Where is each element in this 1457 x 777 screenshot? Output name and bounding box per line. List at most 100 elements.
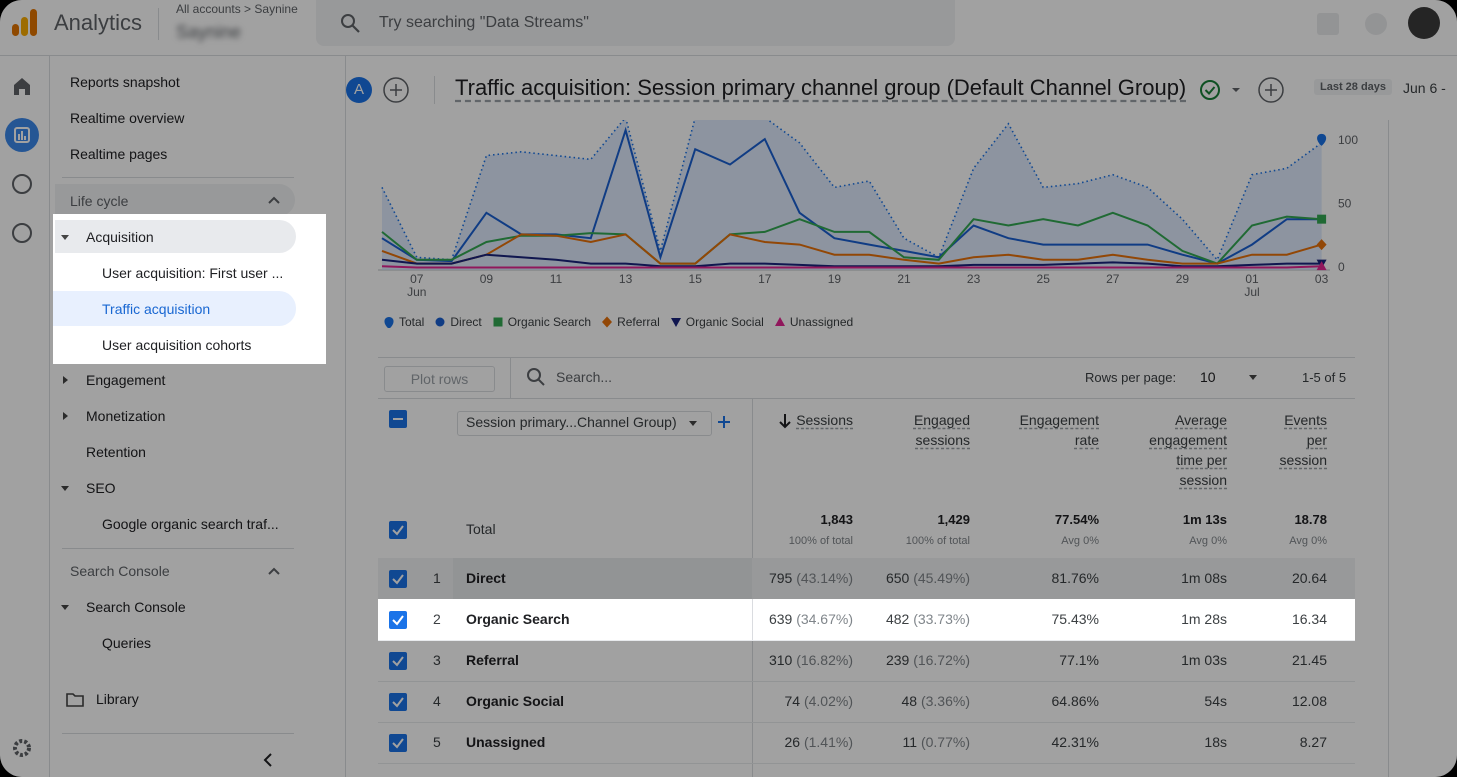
column-header[interactable]: Sessions bbox=[796, 412, 853, 428]
rows-per-page[interactable]: 10 bbox=[1200, 369, 1216, 385]
row-checkbox[interactable] bbox=[389, 570, 407, 588]
column-divider bbox=[752, 599, 753, 640]
group-name[interactable]: Search Console bbox=[86, 599, 186, 615]
group-name[interactable]: Engagement bbox=[86, 372, 166, 388]
expand-arrow[interactable] bbox=[61, 235, 69, 240]
account-avatar[interactable] bbox=[1408, 7, 1440, 39]
column-header[interactable]: Engaged sessions bbox=[913, 412, 970, 448]
nav-item[interactable]: Reports snapshot bbox=[70, 74, 180, 90]
cell-value: 1m 03s bbox=[1181, 652, 1227, 668]
total-note: 100% of total bbox=[788, 535, 853, 547]
expand-arrow[interactable] bbox=[61, 486, 69, 491]
group-name[interactable]: Monetization bbox=[86, 408, 166, 424]
dropdown-arrow[interactable] bbox=[1249, 375, 1257, 380]
nav-item[interactable]: User acquisition cohorts bbox=[102, 337, 252, 353]
expand-arrow[interactable] bbox=[63, 412, 68, 420]
date-label[interactable]: Last 28 days bbox=[1314, 79, 1393, 95]
row-checkbox[interactable] bbox=[389, 521, 407, 539]
add-dimension[interactable] bbox=[716, 414, 732, 430]
dimension-cell-bg bbox=[453, 558, 752, 599]
search-box[interactable] bbox=[316, 0, 955, 46]
sort-arrow[interactable] bbox=[778, 413, 792, 429]
search-placeholder[interactable]: Try searching "Data Streams" bbox=[379, 14, 589, 31]
nav-item[interactable]: Queries bbox=[102, 635, 152, 651]
row-name: Organic Social bbox=[466, 693, 565, 709]
collapse-sidebar[interactable] bbox=[262, 752, 274, 768]
advertising-icon[interactable] bbox=[12, 223, 32, 243]
row-rank: 4 bbox=[433, 693, 441, 709]
row-rank: 1 bbox=[433, 570, 441, 586]
table-row[interactable]: 4 Organic Social 74 (4.02%) 48 (3.36%) 64.86… bbox=[378, 681, 1355, 723]
table-row[interactable]: 3 Referral 310 (16.82%) 239 (16.72%) 77.1% 1m… bbox=[378, 640, 1355, 682]
table-row[interactable]: 2 Organic Search 639 (34.67%) 482 (33.73%) 7… bbox=[378, 599, 1355, 641]
y-tick-label: 50 bbox=[1338, 197, 1352, 211]
search-icon bbox=[341, 14, 360, 33]
dropdown-arrow[interactable] bbox=[689, 421, 697, 426]
row-checkbox[interactable] bbox=[389, 734, 407, 752]
legend-label[interactable]: Total bbox=[399, 315, 425, 329]
expand-arrow[interactable] bbox=[61, 605, 69, 610]
dimension-picker[interactable] bbox=[457, 411, 712, 436]
x-tick-label: 29 bbox=[1176, 272, 1190, 286]
legend-label[interactable]: Referral bbox=[617, 315, 660, 329]
section-title[interactable]: Search Console bbox=[70, 563, 170, 579]
legend-item: Unassigned bbox=[774, 315, 853, 329]
expand-arrow[interactable] bbox=[63, 376, 68, 384]
home-icon[interactable] bbox=[14, 78, 30, 95]
add-comparison[interactable] bbox=[382, 76, 410, 104]
nav-item[interactable]: Library bbox=[96, 691, 139, 707]
group-name[interactable]: SEO bbox=[86, 480, 116, 496]
date-range[interactable]: Jun 6 - bbox=[1403, 80, 1446, 96]
cell-percent: (4.02%) bbox=[803, 693, 853, 709]
section-title[interactable]: Life cycle bbox=[70, 193, 129, 209]
line bbox=[381, 253, 1322, 268]
apps-icon[interactable] bbox=[1317, 13, 1339, 35]
property-picker[interactable]: Saynine bbox=[176, 22, 242, 42]
plot-rows-button[interactable]: Plot rows bbox=[384, 366, 495, 392]
table-row[interactable]: 1 Direct 795 (43.14%) 650 (45.49%) 81.76% 1m … bbox=[378, 558, 1355, 600]
legend-label[interactable]: Organic Search bbox=[507, 315, 592, 329]
cell-value: 48 bbox=[901, 693, 918, 709]
row-checkbox[interactable] bbox=[389, 652, 407, 670]
row-checkbox[interactable] bbox=[389, 611, 407, 629]
breadcrumb[interactable]: All accounts > Saynine bbox=[176, 2, 298, 16]
group-name[interactable]: Retention bbox=[86, 444, 146, 460]
legend-label[interactable]: Unassigned bbox=[789, 315, 854, 329]
dimension-name[interactable]: Session primary...Channel Group) bbox=[466, 414, 677, 430]
collapse-icon[interactable] bbox=[268, 566, 280, 576]
scroll-divider bbox=[1388, 120, 1389, 777]
cell-value: 482 bbox=[885, 611, 910, 627]
cell-value: 77.1% bbox=[1059, 652, 1099, 668]
column-header[interactable]: Average engagement time per session bbox=[1149, 412, 1227, 488]
add-card[interactable] bbox=[1257, 76, 1285, 104]
legend-label[interactable]: Direct bbox=[450, 315, 482, 329]
select-all-checkbox[interactable] bbox=[389, 410, 407, 428]
breadcrumb-account[interactable]: Saynine bbox=[254, 2, 298, 16]
table-row[interactable]: 5 Unassigned 26 (1.41%) 11 (0.77%) 42.31% 18s… bbox=[378, 722, 1355, 764]
group-name[interactable]: Acquisition bbox=[86, 229, 154, 245]
legend-label[interactable]: Organic Social bbox=[685, 315, 764, 329]
nav-item[interactable]: Realtime pages bbox=[70, 146, 168, 162]
nav-item[interactable]: User acquisition: First user ... bbox=[102, 265, 284, 281]
help-icon[interactable] bbox=[1365, 13, 1387, 35]
breadcrumb-root[interactable]: All accounts bbox=[176, 2, 241, 16]
marker bbox=[384, 317, 394, 328]
column-header[interactable]: Engagement rate bbox=[1019, 412, 1099, 448]
collapse-icon[interactable] bbox=[268, 195, 280, 205]
active-item-bg[interactable] bbox=[53, 291, 296, 326]
rows-per-page-label: Rows per page: bbox=[1085, 370, 1177, 385]
nav-item[interactable]: Google organic search traf... bbox=[102, 516, 279, 532]
nav-item[interactable]: Realtime overview bbox=[70, 110, 185, 126]
report-title[interactable]: Traffic acquisition: Session primary cha… bbox=[455, 75, 1187, 100]
nav-item-active[interactable]: Traffic acquisition bbox=[102, 301, 211, 317]
legend-marker bbox=[435, 317, 445, 327]
settings-icon[interactable] bbox=[13, 739, 31, 757]
group-header[interactable] bbox=[55, 220, 296, 253]
status-menu[interactable] bbox=[1198, 77, 1258, 103]
explore-icon[interactable] bbox=[12, 174, 32, 194]
section-header[interactable] bbox=[55, 184, 295, 216]
table-search[interactable]: Search... bbox=[556, 369, 613, 385]
row-checkbox[interactable] bbox=[389, 693, 407, 711]
comparison-avatar[interactable]: A bbox=[346, 77, 372, 103]
column-header[interactable]: Events per session bbox=[1279, 412, 1327, 468]
